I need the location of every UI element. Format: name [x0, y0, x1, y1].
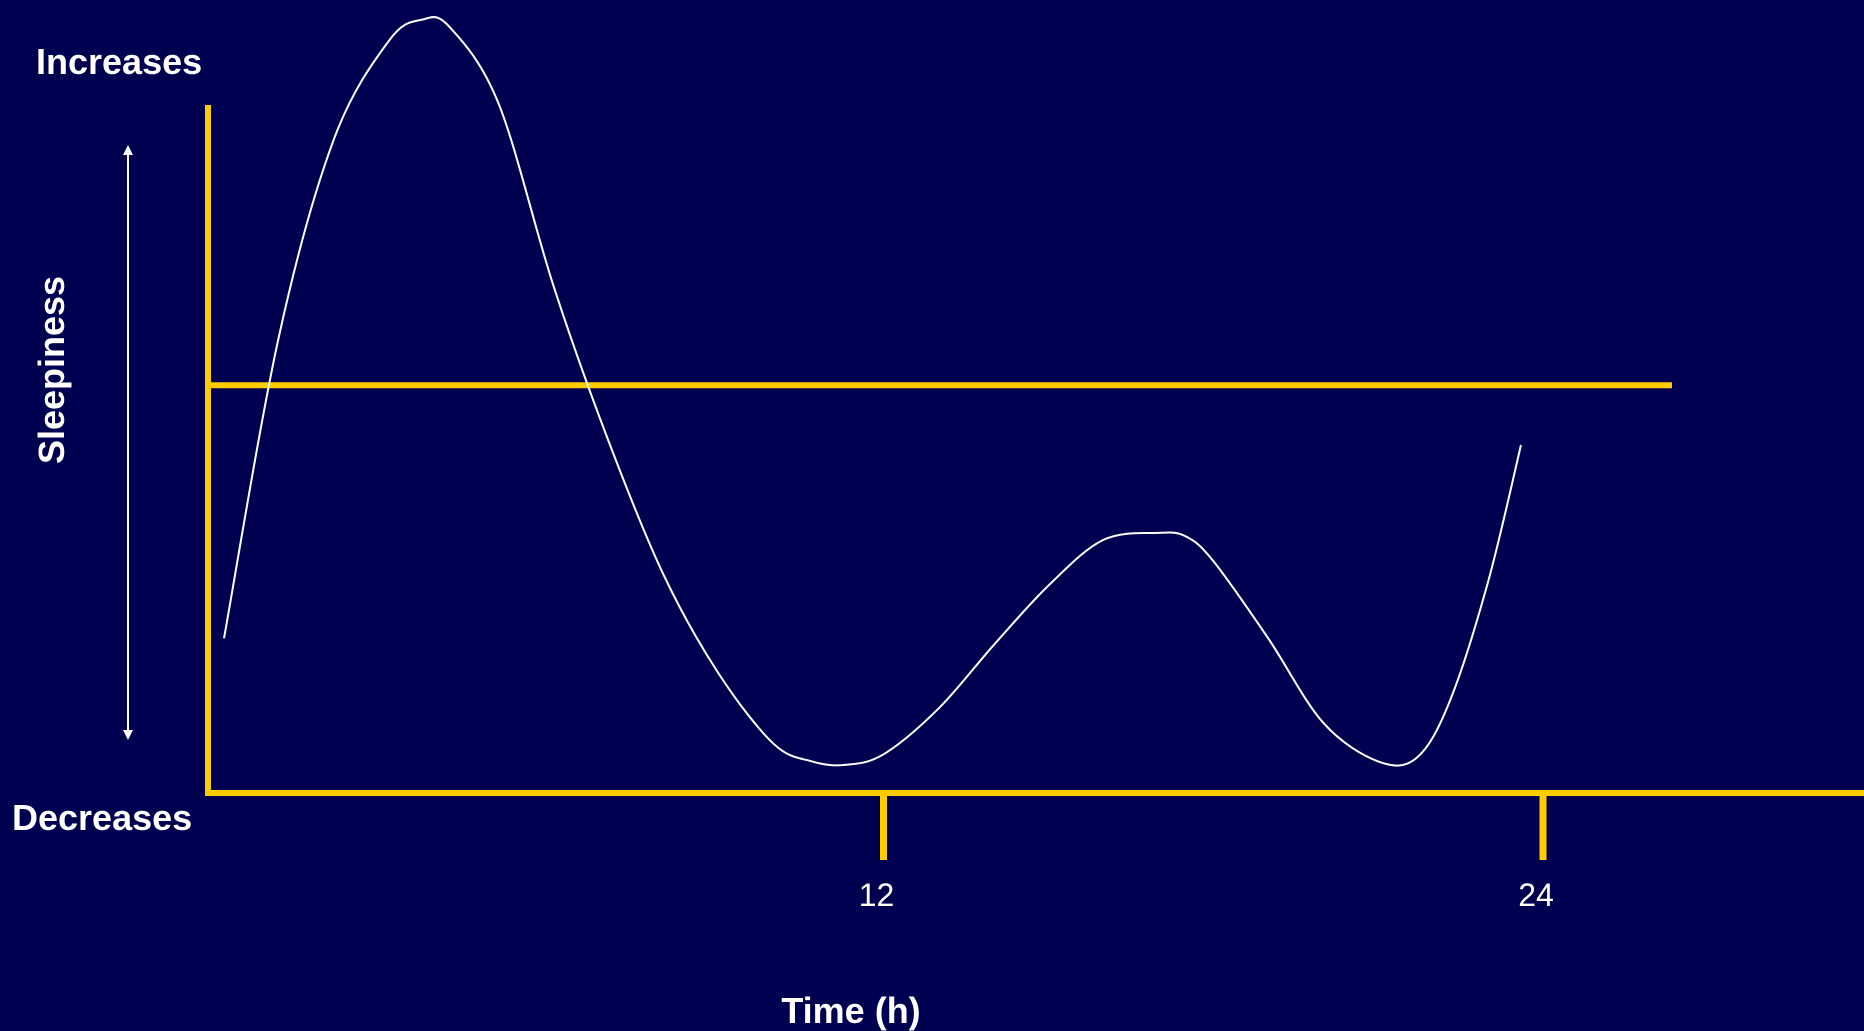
sleepiness-curve [223, 16, 1522, 767]
y-bottom-label: Decreases [12, 797, 192, 838]
x-ticks: 12 24 [859, 793, 1554, 913]
y-top-label: Increases [36, 41, 202, 82]
x-axis-label: Time (h) [781, 990, 920, 1031]
x-tick-label-24: 24 [1518, 877, 1554, 913]
y-axis-label: Sleepiness [31, 276, 72, 464]
x-tick-label-12: 12 [859, 877, 895, 913]
